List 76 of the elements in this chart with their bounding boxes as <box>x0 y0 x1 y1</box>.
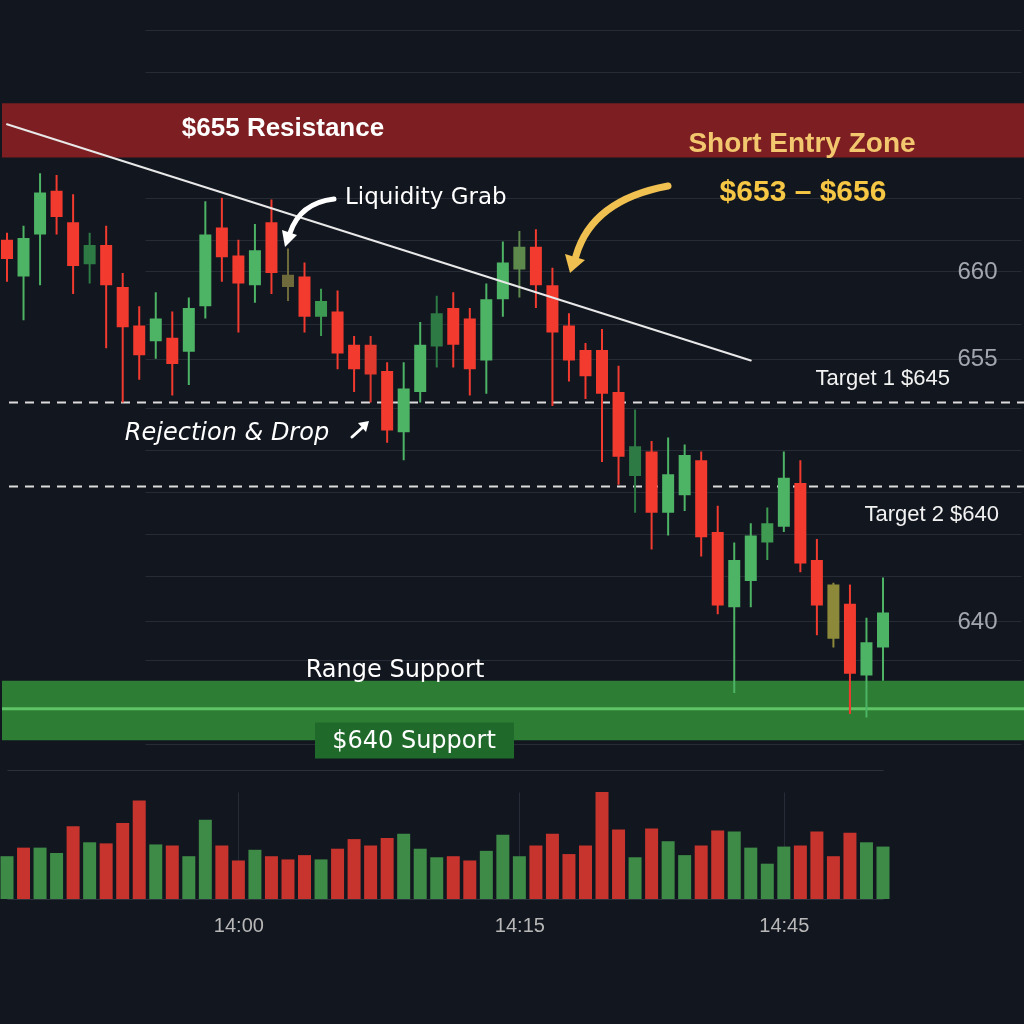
bar <box>430 857 444 899</box>
bar <box>793 845 807 899</box>
ref-line-label: Target 1 $645 <box>815 364 950 390</box>
band-label: $655 Resistance <box>181 112 385 143</box>
bar <box>182 856 196 899</box>
bar <box>0 856 14 899</box>
bar <box>562 854 576 899</box>
y-tick-label: 640 <box>957 606 998 634</box>
candlestick <box>1 231 13 283</box>
bar <box>397 833 411 899</box>
bar <box>529 845 543 899</box>
bar <box>413 848 427 899</box>
bar <box>248 849 262 899</box>
bar <box>826 856 840 899</box>
bar <box>116 823 130 899</box>
bar <box>17 847 31 899</box>
bar <box>66 826 80 899</box>
bar <box>331 848 345 899</box>
bar <box>281 859 295 899</box>
bar <box>876 846 890 899</box>
bar <box>364 845 378 899</box>
annotation: Liquidity Grab <box>345 183 507 209</box>
bar <box>595 792 609 899</box>
bar <box>446 856 460 899</box>
x-tick-label: 14:45 <box>759 913 810 936</box>
annotation: Rejection & Drop <box>124 418 330 446</box>
bar <box>83 842 97 899</box>
bar <box>727 831 741 899</box>
bar <box>661 841 675 899</box>
bar <box>859 842 873 899</box>
y-tick-label: 660 <box>957 256 998 284</box>
annotation: $653 – $656 <box>719 174 887 207</box>
bar <box>612 829 626 899</box>
bar <box>132 800 146 899</box>
bar <box>711 830 725 899</box>
bar <box>512 856 526 899</box>
bar <box>347 839 361 899</box>
annotation: Range Support <box>305 655 485 683</box>
bar <box>99 843 113 899</box>
bar <box>496 834 510 899</box>
bar <box>744 847 758 899</box>
bar <box>777 846 791 899</box>
candlestick <box>83 231 96 285</box>
bar <box>628 857 642 899</box>
bar <box>380 838 394 899</box>
bar <box>50 852 64 899</box>
bar <box>694 845 708 899</box>
y-tick-label: 655 <box>957 344 998 372</box>
bar <box>678 855 692 899</box>
band-label: $640 Support <box>332 725 496 754</box>
bar <box>198 819 212 899</box>
bar <box>645 828 659 899</box>
bar <box>479 850 493 899</box>
x-tick-label: 14:00 <box>213 913 264 936</box>
bar <box>314 859 328 899</box>
bar <box>149 844 163 899</box>
bar <box>843 832 857 899</box>
candlestick <box>761 506 774 561</box>
bar <box>33 847 47 899</box>
annotation: Short Entry Zone <box>688 127 916 158</box>
bar <box>165 845 179 899</box>
bar <box>760 863 774 899</box>
candlestick <box>149 291 162 360</box>
bar <box>298 855 312 899</box>
bar <box>463 860 477 899</box>
ref-line-label: Target 2 $640 <box>864 500 999 526</box>
candlestick <box>315 287 328 337</box>
candlestick <box>513 230 526 299</box>
bar <box>215 845 229 899</box>
bar <box>810 831 824 899</box>
x-tick-label: 14:15 <box>494 913 545 936</box>
bar <box>578 845 592 899</box>
bar <box>231 860 245 899</box>
bar <box>264 856 278 899</box>
bar <box>545 833 559 899</box>
candlestick <box>281 247 294 302</box>
